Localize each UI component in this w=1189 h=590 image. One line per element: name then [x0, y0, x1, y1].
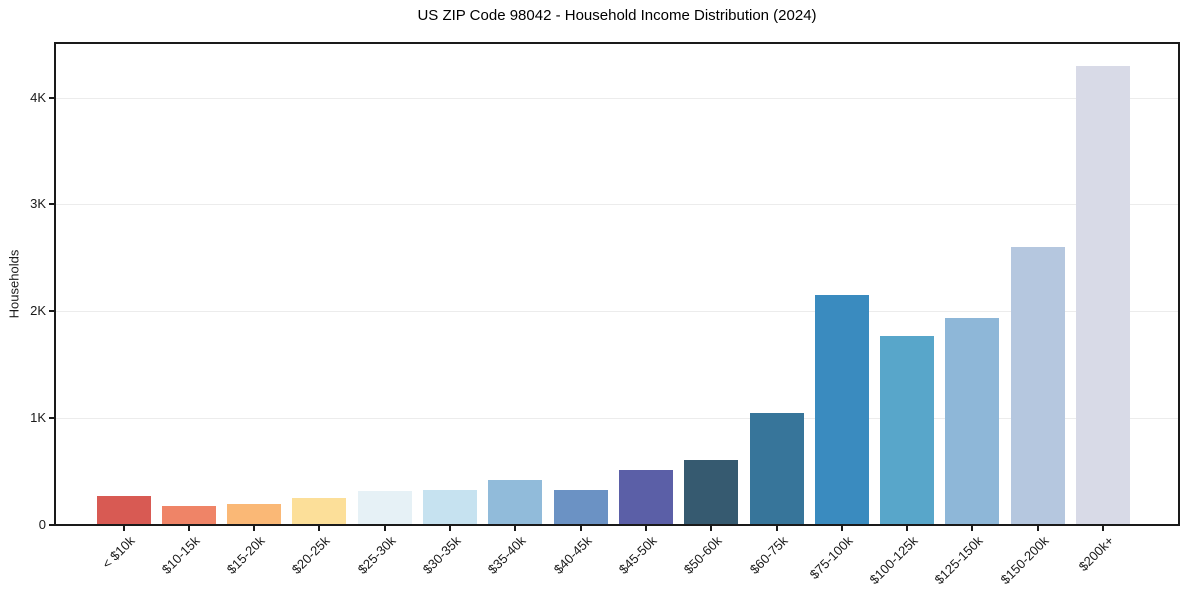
- x-tick-5: [449, 526, 451, 531]
- x-tick-label-9: $50-60k: [680, 533, 725, 577]
- y-tick-2k: [49, 310, 54, 313]
- x-tick-3: [318, 526, 321, 531]
- x-tick-7: [579, 526, 582, 531]
- x-tick-label-14: $150-200k: [997, 533, 1052, 588]
- gridline-4k: [56, 97, 1178, 99]
- bar-0: [96, 496, 151, 524]
- x-tick-label-2: $15-20k: [223, 533, 268, 577]
- x-tick-label-0: < $10k: [98, 533, 138, 572]
- bar-13: [945, 317, 1000, 524]
- bar-14: [1010, 246, 1065, 524]
- x-tick-8: [644, 526, 647, 531]
- y-tick-1k: [49, 417, 54, 420]
- x-tick-label-15: $200k+: [1075, 533, 1117, 575]
- x-tick-11: [840, 526, 843, 531]
- y-tick-label-0: 0: [38, 517, 46, 532]
- x-tick-10: [775, 526, 778, 531]
- y-tick-4k: [49, 96, 54, 99]
- bar-7: [553, 489, 608, 524]
- bar-15: [1076, 66, 1130, 524]
- x-tick-15: [1102, 526, 1104, 531]
- bar-2: [227, 503, 282, 524]
- x-tick-label-7: $40-45k: [550, 533, 595, 577]
- x-tick-label-8: $45-50k: [615, 533, 660, 577]
- y-tick-0: [49, 524, 54, 526]
- bar-3: [292, 498, 347, 524]
- y-tick-label-2k: 2K: [30, 303, 46, 319]
- y-tick-3k: [49, 203, 54, 206]
- gridline-1k: [56, 418, 1178, 420]
- x-tick-6: [514, 526, 517, 531]
- x-tick-label-11: $75-100k: [806, 533, 856, 582]
- x-tick-0: [122, 526, 125, 531]
- x-tick-label-12: $100-125k: [866, 533, 921, 588]
- bar-9: [684, 459, 739, 524]
- x-tick-label-13: $125-150k: [931, 533, 986, 588]
- plot-area: [54, 42, 1180, 526]
- bar-1: [161, 505, 216, 524]
- x-tick-14: [1036, 526, 1039, 531]
- bar-10: [749, 412, 804, 524]
- gridline-3k: [56, 204, 1178, 206]
- y-tick-label-1k: 1K: [30, 410, 46, 426]
- y-tick-label-3k: 3K: [30, 196, 46, 212]
- x-tick-label-1: $10-15k: [158, 533, 203, 577]
- x-tick-label-5: $30-35k: [419, 533, 464, 577]
- bar-4: [357, 490, 412, 524]
- chart-title: US ZIP Code 98042 - Household Income Dis…: [417, 7, 817, 24]
- bar-5: [423, 489, 477, 524]
- x-tick-13: [971, 526, 974, 531]
- y-tick-label-4k: 4K: [30, 89, 46, 105]
- bar-12: [880, 335, 935, 524]
- bar-11: [814, 294, 869, 524]
- x-tick-label-10: $60-75k: [746, 533, 791, 577]
- bar-8: [618, 469, 673, 524]
- x-tick-9: [710, 526, 713, 531]
- x-tick-1: [187, 526, 190, 531]
- x-tick-12: [906, 526, 909, 531]
- bar-6: [488, 479, 543, 524]
- x-tick-label-6: $35-40k: [485, 533, 529, 577]
- gridline-2k: [56, 311, 1178, 313]
- x-tick-label-4: $25-30k: [354, 533, 399, 577]
- x-tick-4: [383, 526, 386, 531]
- x-tick-2: [253, 526, 256, 531]
- x-tick-label-3: $20-25k: [289, 533, 333, 577]
